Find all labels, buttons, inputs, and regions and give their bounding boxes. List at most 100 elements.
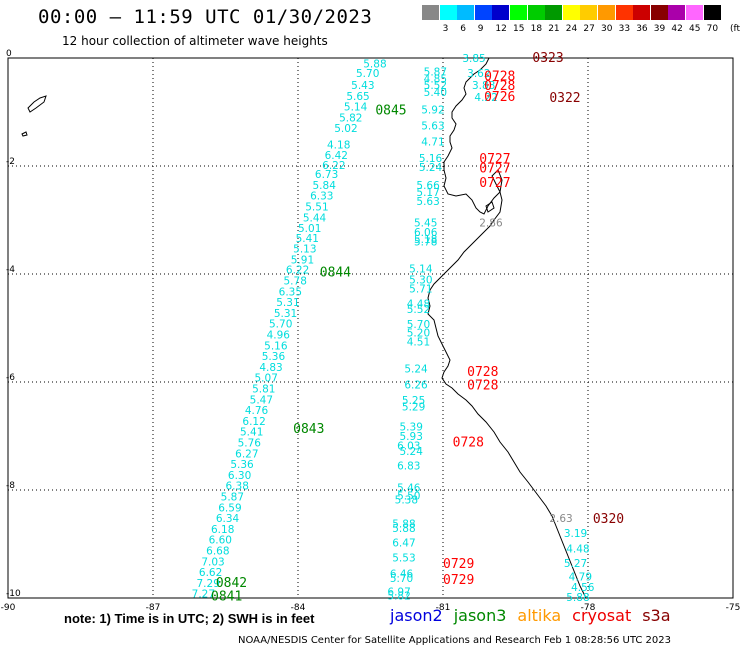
wave-height-value: 6.26 [404,380,428,392]
wave-height-value: 5.29 [402,401,425,413]
wave-height-value: 5.30 [409,274,432,286]
pass-time-label: 0320 [593,512,624,527]
wave-height-value: 6.62 [199,567,222,579]
wave-height-value: 6.47 [392,537,415,549]
wave-height-value: 6.33 [310,191,333,203]
wave-height-value: 5.31 [276,297,299,309]
islet-outline [21,131,28,137]
lon-tick-label: -84 [291,603,306,613]
credit-line: NOAA/NESDIS Center for Satellite Applica… [238,635,671,646]
legend-swatch [598,5,615,20]
wave-height-value: 6.30 [228,470,251,482]
pass-time-label: 0726 [484,90,515,105]
legend-tick-label: 36 [636,24,648,34]
pass-time-label: 0728 [467,365,498,380]
wave-height-value: 6.18 [211,524,234,536]
wave-height-value: 5.70 [269,319,292,331]
wave-height-value: 4.56 [571,582,595,594]
wave-height-value: 5.66 [416,180,440,192]
wave-height-value: 4.85 [424,74,447,86]
wave-height-value: 6.03 [397,441,420,453]
pass-time-label: 0727 [479,152,510,167]
wave-height-value: 3.19 [564,528,587,540]
legend-swatch [439,5,457,20]
wave-height-value: 3.62 [467,68,490,80]
wave-height-value: 5.70 [407,319,430,331]
wave-height-value: 6.22 [286,265,309,277]
pass-time-label: 0728 [453,435,484,450]
wave-height-value: 4.96 [267,329,291,341]
legend-tick-label: 33 [618,24,631,34]
wave-height-value: 6.38 [226,481,249,493]
wave-height-value: 5.82 [387,590,410,602]
wave-height-value: 4.22 [474,92,497,104]
legend-tick-label: 30 [601,24,613,34]
wave-height-value: 5.17 [416,187,439,199]
wave-height-value: 4.71 [421,137,444,149]
wave-height-value: 5.02 [334,123,357,135]
legend-tick-label: 27 [583,24,595,34]
wave-height-value: 5.88 [363,58,386,70]
wave-height-value: 3.83 [472,80,495,92]
legend-tick-label: 12 [495,24,507,34]
page-title: 00:00 — 11:59 UTC 01/30/2023 [38,6,373,28]
wave-height-value: 6.68 [206,545,229,557]
wave-height-value: 4.18 [327,139,350,151]
wave-height-value: 4.76 [245,405,269,417]
wave-height-value: 5.65 [346,91,369,103]
wave-height-value: 5.84 [313,180,337,192]
pass-time-label: 0729 [443,557,474,572]
gulf-island-outline [485,201,495,213]
wave-height-value: 5.51 [305,202,328,214]
wave-height-value: 4.48 [407,299,430,311]
wave-height-value: 5.01 [298,223,321,235]
legend-tick-label: 6 [460,24,466,34]
wave-height-value: 6.42 [325,150,348,162]
page-subtitle: 12 hour collection of altimeter wave hei… [62,34,328,48]
legend-tick-label: 18 [530,24,543,34]
legend-swatch [562,5,580,20]
pass-time-label: 0728 [484,69,515,84]
legend-unit: (ft) [730,24,740,34]
legend-swatch [422,5,439,20]
lat-tick-label: 0 [6,49,12,59]
legend-swatch [474,5,492,20]
wave-height-value: 5.52 [407,304,430,316]
wave-height-value: 6.97 [387,587,410,599]
wave-height-value: 5.44 [303,212,327,224]
wave-height-value: 4.83 [259,362,282,374]
legend-swatch [686,5,703,20]
lon-tick-label: -90 [1,603,16,613]
lat-tick-label: -4 [6,265,15,275]
legend-tick-label: 21 [548,24,560,34]
wave-height-value: 5.81 [252,383,275,395]
wave-height-value: 6.34 [216,513,240,525]
coastline [427,57,587,599]
wave-height-value: 6.22 [322,160,345,172]
wave-height-value: 5.43 [351,80,374,92]
wave-height-value: 7.27 [192,589,215,601]
wave-height-value: 5.92 [421,104,444,116]
wave-height-value: 6.12 [242,416,265,428]
wave-height-value: 6.60 [209,535,232,547]
wave-height-value: 5.63 [421,121,444,133]
wave-height-value: 5.16 [264,340,288,352]
wave-height-value: 7.29 [197,578,220,590]
wave-height-value: 5.70 [390,573,413,585]
map-frame [7,57,734,599]
pass-time-label: 0729 [443,573,474,588]
wave-height-value: 5.14 [344,102,368,114]
pass-time-label: 0323 [532,51,563,66]
pass-time-label: 0842 [216,576,247,591]
pass-time-label: 0727 [479,162,510,177]
island-outline [27,95,47,113]
wave-height-value: 5.07 [255,373,278,385]
legend-tick-label: 24 [565,24,578,34]
wave-height-value: 3.85 [462,53,485,65]
legend-swatch [580,5,598,20]
satellite-label: cryosat [572,606,632,625]
lon-tick-label: -81 [436,603,451,613]
wave-height-value: 5.39 [400,421,423,433]
legend-tick-label: 70 [706,24,719,34]
